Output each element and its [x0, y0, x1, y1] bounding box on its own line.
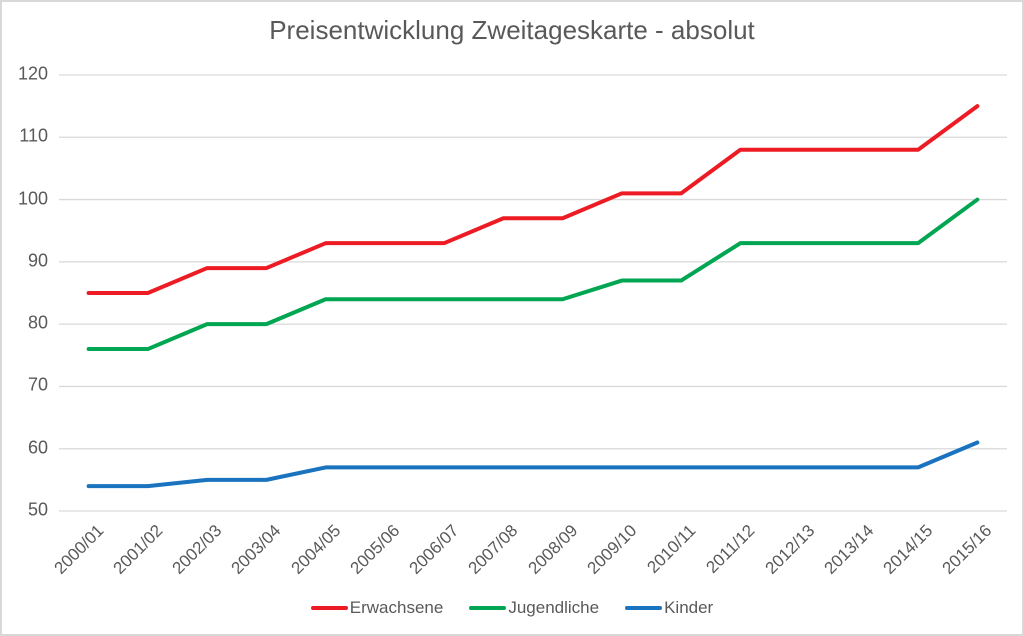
legend-item-erwachsene: Erwachsene [310, 598, 444, 618]
y-tick-label-120: 120 [17, 63, 48, 84]
y-tick-label-110: 110 [19, 125, 48, 146]
y-tick-label-90: 90 [27, 250, 48, 271]
legend-item-kinder: Kinder [625, 598, 713, 618]
legend-swatch-erwachsene [310, 606, 348, 610]
y-tick-label-100: 100 [17, 188, 48, 209]
y-tick-label-80: 80 [27, 312, 48, 333]
series-line-kinder [86, 440, 980, 489]
legend-item-jugendliche: Jugendliche [469, 598, 599, 618]
legend-label-jugendliche: Jugendliche [508, 598, 600, 617]
series-line-erwachsene [86, 104, 980, 295]
legend-swatch-jugendliche [469, 606, 507, 610]
chart-title: Preisentwicklung Zweitageskarte - absolu… [269, 15, 755, 45]
series-line-jugendliche [86, 197, 980, 352]
y-tick-label-60: 60 [27, 437, 48, 458]
legend-swatch-kinder [625, 606, 663, 610]
y-tick-label-50: 50 [27, 499, 48, 520]
legend-label-erwachsene: Erwachsene [349, 598, 444, 617]
legend-label-kinder: Kinder [664, 598, 714, 617]
y-tick-label-70: 70 [27, 374, 48, 395]
chart-legend: Erwachsene Jugendliche Kinder [2, 598, 1022, 618]
